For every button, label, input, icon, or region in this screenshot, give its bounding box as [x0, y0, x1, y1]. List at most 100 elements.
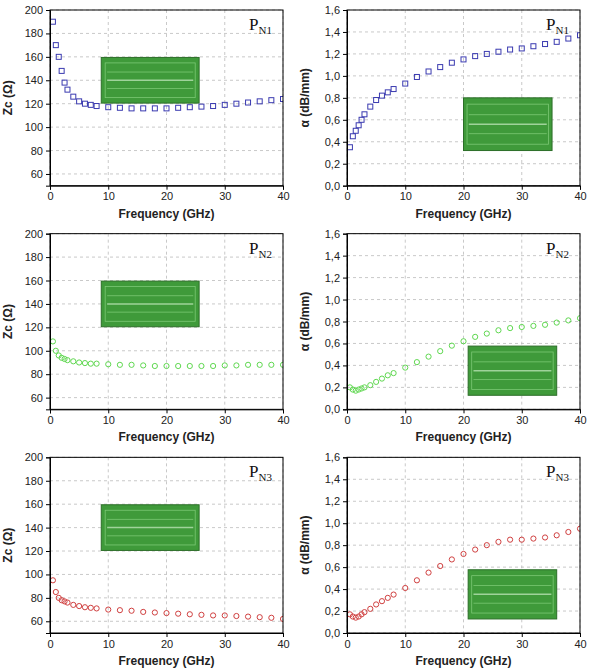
- x-axis: 010203040: [47, 186, 289, 203]
- photo-substrate: [464, 98, 553, 151]
- tick-mark: [343, 611, 347, 612]
- panel: 0102030406080100120140160180200Frequency…: [1, 4, 290, 221]
- data-point: [141, 609, 146, 614]
- tick-mark: [343, 387, 347, 388]
- data-point: [269, 615, 274, 620]
- tick: 1,6: [325, 451, 347, 463]
- tick: 1,0: [325, 70, 347, 82]
- tick-label: 1,0: [325, 70, 340, 82]
- data-point: [53, 589, 58, 594]
- tick: 10: [400, 409, 412, 426]
- tick-label: 140: [25, 522, 43, 534]
- data-points: [50, 339, 283, 369]
- tick-mark: [343, 10, 347, 11]
- tick-label: 160: [25, 51, 43, 63]
- tick-mark: [283, 633, 284, 637]
- axis-line: [348, 634, 581, 638]
- data-point: [438, 65, 443, 70]
- data-point: [374, 98, 379, 103]
- tick: 0,2: [325, 605, 347, 617]
- tick-mark: [46, 398, 50, 399]
- figure: 0102030406080100120140160180200Frequency…: [0, 0, 594, 671]
- data-point: [519, 324, 524, 329]
- data-point: [531, 536, 536, 541]
- tick-label: 180: [25, 251, 43, 263]
- data-point: [385, 373, 390, 378]
- data-point: [164, 610, 169, 615]
- panel-title: PN1: [546, 15, 569, 36]
- panel: 0102030400,00,20,40,60,81,01,21,41,6Freq…: [298, 451, 587, 668]
- y-axis: 6080100120140160180200: [25, 228, 51, 410]
- axis-line: [46, 458, 51, 634]
- data-point: [391, 592, 396, 597]
- data-point: [141, 363, 146, 368]
- tick-label: 0,8: [325, 539, 340, 551]
- tick: 20: [161, 409, 173, 426]
- data-point: [199, 363, 204, 368]
- data-point: [347, 145, 352, 150]
- data-point: [438, 563, 443, 568]
- photo-conductor: [107, 80, 193, 82]
- data-point: [129, 608, 134, 613]
- grid: [50, 10, 283, 186]
- tick-label: 120: [25, 545, 43, 557]
- tick-mark: [283, 409, 284, 413]
- tick: 80: [31, 592, 50, 604]
- tick-mark: [46, 551, 50, 552]
- tick: 0,6: [325, 337, 347, 349]
- tick: 0,6: [325, 561, 347, 573]
- tick-label: 60: [31, 168, 43, 180]
- tick-label: 40: [277, 414, 289, 426]
- plot-background: [50, 10, 283, 186]
- tick-mark: [343, 633, 347, 634]
- tick-label: 40: [574, 190, 586, 202]
- data-point: [187, 363, 192, 368]
- data-point: [519, 46, 524, 51]
- data-point: [403, 81, 408, 86]
- tick-mark: [343, 164, 347, 165]
- data-point: [53, 43, 58, 48]
- data-point: [362, 385, 367, 390]
- data-point: [531, 44, 536, 49]
- tick-label: 160: [25, 275, 43, 287]
- data-point: [82, 101, 87, 106]
- data-point: [176, 611, 181, 616]
- data-point: [542, 535, 547, 540]
- data-point: [129, 362, 134, 367]
- axis-line: [348, 186, 581, 190]
- photo-conductor: [107, 88, 193, 89]
- data-point: [164, 363, 169, 368]
- tick-mark: [343, 589, 347, 590]
- tick: 100: [25, 568, 50, 580]
- x-axis-title: Frequency (GHz): [415, 654, 511, 668]
- grid-line: [50, 597, 283, 598]
- grid-line: [347, 53, 580, 54]
- tick: 0,8: [325, 539, 347, 551]
- data-point: [187, 612, 192, 617]
- panel-title: PN2: [249, 239, 272, 260]
- data-point: [374, 602, 379, 607]
- photo-ground: [467, 104, 548, 144]
- tick-mark: [225, 409, 226, 413]
- grid-line: [347, 501, 580, 502]
- grid-line: [347, 75, 580, 76]
- tick-label: 80: [31, 368, 43, 380]
- tick: 20: [458, 186, 470, 203]
- data-point: [461, 339, 466, 344]
- tick: 180: [25, 27, 50, 39]
- device-photo: [468, 346, 557, 395]
- tick-mark: [343, 98, 347, 99]
- tick-label: 0: [344, 190, 350, 202]
- y-axis: 0,00,20,40,60,81,01,21,41,6: [325, 451, 348, 639]
- data-point: [414, 74, 419, 79]
- photo-ground: [472, 352, 553, 389]
- tick: 30: [516, 633, 528, 650]
- plot-frame: [50, 10, 283, 186]
- plot-frame: [50, 234, 283, 410]
- tick-label: 1,0: [325, 294, 340, 306]
- data-point: [385, 595, 390, 600]
- data-point: [65, 87, 70, 92]
- x-axis: 010203040: [344, 633, 586, 650]
- tick-label: 0,0: [325, 403, 340, 415]
- grid-line: [50, 173, 283, 174]
